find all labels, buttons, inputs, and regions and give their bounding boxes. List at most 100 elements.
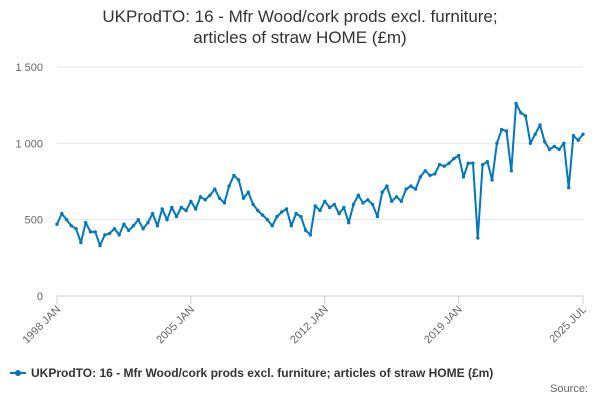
- series-point: [294, 211, 298, 216]
- series-point: [208, 193, 212, 197]
- legend-dot: [15, 370, 21, 376]
- series-point: [466, 161, 470, 165]
- series-point: [390, 199, 394, 203]
- series-point: [122, 222, 126, 226]
- series-point: [447, 161, 451, 165]
- series-point: [547, 147, 552, 152]
- series-point: [485, 160, 490, 164]
- series-point: [232, 173, 236, 178]
- series-point: [399, 199, 403, 203]
- series-point: [476, 236, 480, 240]
- chart-title-line-1: UKProdTO: 16 - Mfr Wood/cork prods excl.…: [102, 7, 498, 26]
- series-point: [160, 207, 164, 211]
- series-point: [323, 199, 327, 203]
- legend-series-label: UKProdTO: 16 - Mfr Wood/cork prods excl.…: [31, 366, 494, 380]
- series-line: [56, 102, 584, 247]
- series-point: [170, 205, 174, 210]
- series-point: [437, 163, 442, 167]
- legend[interactable]: UKProdTO: 16 - Mfr Wood/cork prods excl.…: [10, 366, 493, 380]
- series-point: [55, 222, 59, 226]
- series-point: [179, 205, 183, 210]
- series-point: [275, 214, 279, 219]
- series-point: [222, 201, 227, 205]
- series-point: [413, 187, 418, 191]
- series-point: [480, 163, 485, 167]
- series-point: [194, 207, 198, 211]
- series-point: [538, 123, 542, 127]
- series-point: [203, 198, 207, 202]
- series-point: [136, 218, 140, 222]
- series-point: [423, 169, 427, 173]
- x-tick-label: 2025 JUL: [547, 304, 589, 346]
- x-tick-label: 2005 JAN: [154, 304, 197, 347]
- series-point: [246, 190, 250, 194]
- series-point: [581, 132, 585, 136]
- series-point: [79, 240, 83, 245]
- series-point: [237, 178, 241, 182]
- series-point: [457, 153, 461, 158]
- chart-title: UKProdTO: 16 - Mfr Wood/cork prods excl.…: [0, 6, 600, 48]
- series-point: [84, 221, 88, 225]
- series-point: [117, 233, 121, 237]
- series-point: [356, 193, 360, 197]
- series-point: [351, 202, 356, 207]
- series-point: [107, 231, 112, 236]
- series-point: [155, 224, 160, 228]
- series-point: [523, 114, 528, 118]
- series-point: [98, 243, 102, 248]
- series-point: [500, 127, 504, 132]
- series-point: [60, 211, 64, 216]
- series-point: [394, 195, 399, 199]
- x-tick-label: 2012 JAN: [288, 304, 331, 347]
- series-point: [146, 221, 150, 225]
- series-point: [150, 211, 155, 216]
- series-point: [552, 144, 556, 149]
- series-point: [313, 204, 317, 208]
- series-point: [304, 228, 308, 233]
- series-point: [571, 134, 576, 138]
- series-point: [533, 132, 537, 136]
- x-tick-label: 1998 JAN: [20, 304, 63, 347]
- series-point: [404, 187, 408, 191]
- series-point: [165, 218, 169, 222]
- series-point: [557, 147, 561, 152]
- series-point: [418, 175, 423, 179]
- series-point: [280, 210, 284, 214]
- series-point: [270, 224, 274, 228]
- series-point: [461, 175, 466, 179]
- series-point: [385, 184, 389, 188]
- series-point: [452, 156, 456, 161]
- series-point: [189, 199, 193, 203]
- series-point: [433, 172, 437, 176]
- series-point: [127, 228, 131, 233]
- series-point: [174, 214, 179, 219]
- series-point: [361, 201, 365, 205]
- series-point: [327, 205, 332, 210]
- series-point: [490, 178, 494, 182]
- series-point: [299, 214, 303, 219]
- series-point: [284, 207, 289, 211]
- series-point: [562, 141, 566, 145]
- series-point: [256, 208, 260, 213]
- series-point: [576, 138, 580, 142]
- series-point: [543, 140, 547, 144]
- series-point: [347, 221, 351, 225]
- series-point: [103, 233, 107, 237]
- series-point: [88, 230, 93, 234]
- series-point: [332, 202, 336, 207]
- series-point: [504, 129, 509, 133]
- series-point: [428, 173, 432, 178]
- series-point: [375, 214, 380, 219]
- series-point: [131, 224, 136, 228]
- series-point: [141, 227, 145, 231]
- series-point: [471, 161, 475, 165]
- series-point: [251, 202, 255, 207]
- series-point: [509, 169, 513, 173]
- series-point: [217, 196, 222, 200]
- series-point: [495, 141, 499, 145]
- y-tick-label: 1 000: [15, 138, 43, 150]
- source-label: Source:: [550, 383, 588, 395]
- series-point: [213, 187, 217, 191]
- y-tick-label: 1 500: [15, 62, 43, 74]
